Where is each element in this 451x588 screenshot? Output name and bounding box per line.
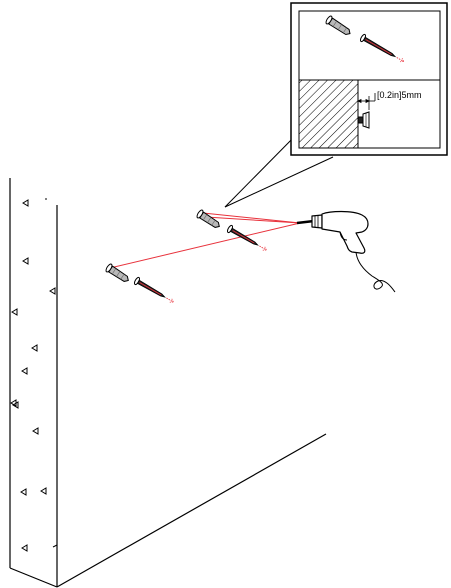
drill-cord (355, 251, 396, 293)
drill-bit (296, 219, 315, 225)
drill-chuck (311, 214, 323, 229)
inset-screw-protrusion (357, 111, 370, 129)
inset-anchor-screw (325, 15, 405, 63)
inset-gap-label: [0.2in]5mm (377, 90, 422, 100)
anchor-body (108, 265, 129, 282)
detail-inset: [0.2in]5mm (290, 2, 448, 156)
drill-body (321, 210, 369, 254)
insert-arrow (166, 297, 174, 303)
wall-texture (10, 198, 58, 552)
drill-trigger (339, 231, 348, 241)
drill-icon (296, 210, 396, 293)
inset-dimension (357, 93, 376, 112)
wall (9, 178, 327, 588)
callout-leader (224, 130, 334, 208)
drill-guide-lines (109, 212, 301, 269)
anchor-screw-lower (105, 263, 174, 303)
wall-bottom-edge (9, 567, 58, 588)
insert-arrow (259, 245, 267, 251)
floor-edge (56, 433, 327, 588)
anchor-screw-upper (196, 209, 267, 251)
inset-wall-section (298, 79, 359, 149)
